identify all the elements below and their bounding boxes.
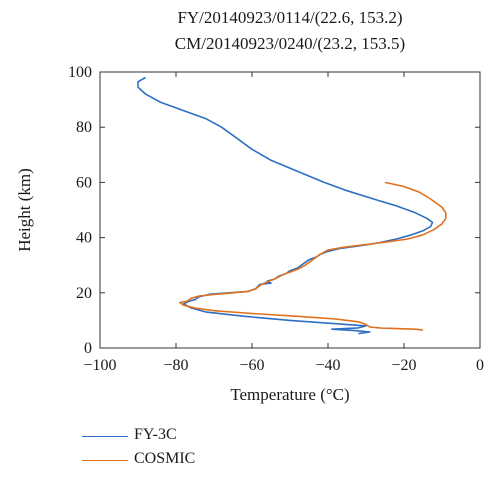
chart-title-line-1: FY/20140923/0114/(22.6, 153.2) [177,8,403,27]
x-tick-label: 0 [476,357,484,374]
axis-ticks: −100 −80 −60 −40 −20 0 0 20 40 60 80 100 [68,64,484,374]
y-tick-label: 20 [76,285,92,302]
chart-title-line-2: CM/20140923/0240/(23.2, 153.5) [174,34,406,53]
legend-label-fy3c: FY-3C [134,426,177,443]
series-line-fy-3c [137,76,434,335]
x-tick-label: −100 [83,357,116,374]
x-tick-label: −80 [163,357,188,374]
legend-swatch-cosmic [82,460,128,461]
plot-area-frame [99,71,481,349]
legend-label-cosmic: COSMIC [134,450,196,467]
series-line-cosmic [179,181,447,331]
y-axis-title: Height (km) [15,168,34,252]
x-tick-label: −20 [391,357,416,374]
x-axis-title: Temperature (°C) [230,385,349,404]
series-lines [137,76,447,335]
y-tick-label: 100 [68,64,92,81]
y-tick-label: 80 [76,119,92,136]
x-tick-label: −40 [315,357,340,374]
legend-swatch-fy3c [82,436,128,437]
y-tick-label: 60 [76,174,92,191]
y-tick-label: 40 [76,230,92,247]
y-tick-label: 0 [84,340,92,357]
x-tick-label: −60 [239,357,264,374]
